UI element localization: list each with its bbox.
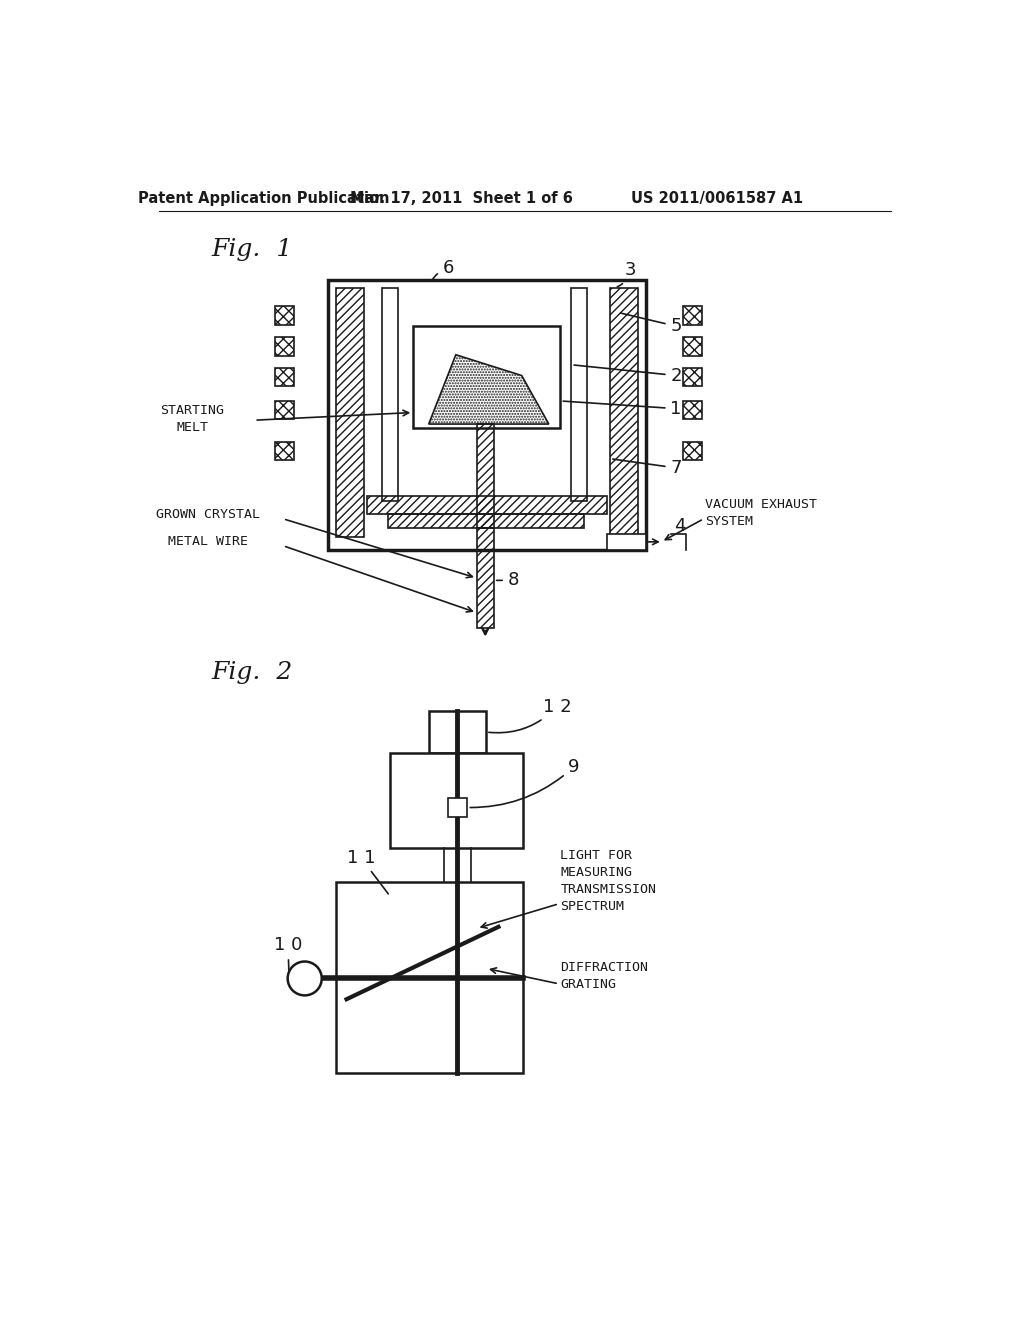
Text: 9: 9: [470, 758, 580, 808]
Text: 4: 4: [675, 517, 686, 536]
Text: VACUUM EXHAUST
SYSTEM: VACUUM EXHAUST SYSTEM: [706, 498, 817, 528]
Bar: [683, 306, 701, 325]
Bar: [382, 288, 397, 502]
Text: Mar. 17, 2011  Sheet 1 of 6: Mar. 17, 2011 Sheet 1 of 6: [350, 191, 572, 206]
Bar: [477, 424, 494, 528]
Text: Fig.  2: Fig. 2: [212, 661, 293, 684]
Bar: [328, 280, 646, 549]
Text: US 2011/0061587 A1: US 2011/0061587 A1: [631, 191, 803, 206]
Bar: [336, 882, 523, 1073]
Text: LIGHT FOR
MEASURING
TRANSMISSION
SPECTRUM: LIGHT FOR MEASURING TRANSMISSION SPECTRU…: [560, 849, 656, 912]
Bar: [275, 368, 294, 387]
Bar: [607, 535, 646, 549]
Bar: [414, 326, 560, 428]
Text: 7: 7: [612, 459, 682, 477]
Bar: [429, 711, 486, 752]
Bar: [477, 528, 494, 628]
Text: 1 0: 1 0: [273, 936, 302, 975]
Bar: [388, 513, 584, 528]
Text: 6: 6: [432, 259, 454, 281]
Text: 2: 2: [574, 366, 682, 384]
Text: 1: 1: [563, 400, 682, 417]
Text: 5: 5: [621, 313, 682, 335]
Text: METAL WIRE: METAL WIRE: [168, 536, 248, 548]
Text: 1 2: 1 2: [488, 698, 571, 733]
Text: 8: 8: [497, 572, 519, 589]
Bar: [449, 797, 467, 817]
Bar: [571, 288, 587, 502]
Bar: [275, 442, 294, 461]
Text: DIFFRACTION
GRATING: DIFFRACTION GRATING: [560, 961, 648, 991]
Bar: [275, 306, 294, 325]
Text: Fig.  1: Fig. 1: [212, 238, 293, 261]
Bar: [610, 288, 638, 537]
Bar: [275, 337, 294, 355]
Bar: [683, 442, 701, 461]
Circle shape: [288, 961, 322, 995]
Bar: [275, 401, 294, 420]
Bar: [683, 401, 701, 420]
Text: 1 1: 1 1: [346, 849, 388, 894]
Bar: [367, 496, 607, 515]
Bar: [336, 288, 365, 537]
Text: GROWN CRYSTAL: GROWN CRYSTAL: [156, 508, 260, 520]
Text: 3: 3: [617, 261, 636, 286]
Text: Patent Application Publication: Patent Application Publication: [138, 191, 389, 206]
Bar: [683, 337, 701, 355]
Bar: [390, 752, 523, 847]
Bar: [683, 368, 701, 387]
Text: STARTING
MELT: STARTING MELT: [161, 404, 224, 434]
